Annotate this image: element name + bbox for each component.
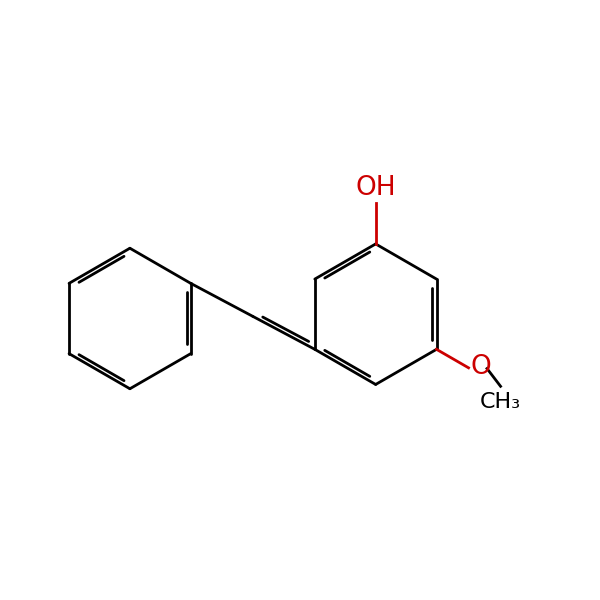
Text: CH₃: CH₃ <box>480 392 521 412</box>
Text: O: O <box>471 354 491 380</box>
Text: OH: OH <box>355 175 396 201</box>
